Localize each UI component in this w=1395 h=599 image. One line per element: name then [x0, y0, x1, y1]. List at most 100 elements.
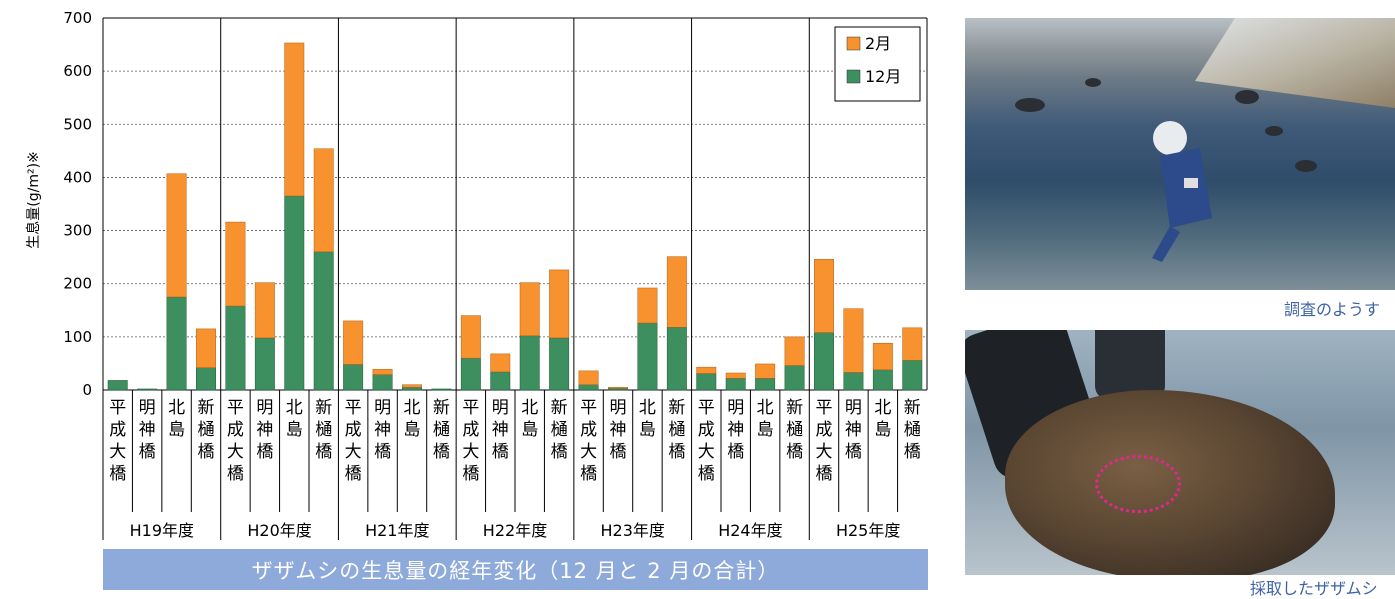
- legend-swatch: [846, 36, 861, 51]
- x-tick-label: 北島: [521, 398, 538, 440]
- bar-2月: [608, 387, 628, 389]
- bar-2月: [666, 256, 687, 328]
- bar-2月: [254, 282, 275, 339]
- highlight-circle: [1095, 455, 1181, 513]
- bar-2月: [196, 328, 216, 368]
- x-tick-label: 新樋橋: [904, 398, 921, 462]
- bar-12月: [313, 251, 334, 391]
- bar-12月: [254, 337, 275, 391]
- river-rock: [1295, 160, 1317, 172]
- x-tick-label: 新樋橋: [786, 398, 803, 462]
- bar-12月: [225, 305, 246, 391]
- y-axis-ticks: 0 100 200 300 400 500 600 700: [63, 9, 92, 399]
- bar-12月: [490, 371, 511, 391]
- x-tick-label: 北島: [757, 398, 774, 440]
- river-rock: [1235, 90, 1259, 104]
- bar-2月: [372, 369, 393, 375]
- group-label: H21年度: [365, 521, 429, 540]
- bar-12月: [637, 322, 658, 391]
- bar-12月: [843, 372, 864, 391]
- x-tick-label: 北島: [639, 398, 656, 440]
- x-tick-label: 新樋橋: [198, 398, 215, 462]
- river-rock: [1265, 126, 1283, 136]
- bar-2月: [519, 282, 540, 337]
- bar-12月: [196, 367, 216, 391]
- y-tick-label: 300: [63, 222, 92, 240]
- x-tick-label: 明神橋: [492, 398, 509, 462]
- bar-2月: [696, 366, 717, 374]
- bar-2月: [725, 372, 746, 379]
- x-tick-label: 北島: [286, 398, 303, 440]
- bar-12月: [578, 384, 599, 391]
- y-tick-label: 600: [63, 62, 92, 80]
- group-label: H25年度: [836, 521, 900, 540]
- bar-12月: [814, 332, 834, 391]
- x-tick-label: 北島: [404, 398, 421, 440]
- x-tick-label: 新樋橋: [315, 398, 332, 462]
- x-tick-label: 新樋橋: [668, 398, 685, 462]
- bar-12月: [666, 327, 687, 391]
- group-label: H20年度: [247, 521, 311, 540]
- bar-2月: [284, 42, 305, 197]
- x-axis-labels: 平成大橋明神橋北島新樋橋平成大橋明神橋北島新樋橋平成大橋明神橋北島新樋橋平成大橋…: [109, 398, 921, 540]
- x-tick-label: 平成大橋: [462, 398, 479, 484]
- x-tick-label: 新樋橋: [433, 398, 450, 462]
- bar-2月: [549, 269, 570, 339]
- bar-12月: [696, 373, 717, 391]
- group-label: H24年度: [718, 521, 782, 540]
- zazamushi-photo: [965, 330, 1395, 575]
- bars: [107, 42, 923, 391]
- bar-12月: [460, 357, 481, 391]
- bar-2月: [637, 287, 658, 324]
- bar-2月: [578, 370, 599, 385]
- group-label: H19年度: [130, 521, 194, 540]
- bar-12月: [137, 388, 158, 391]
- photo-caption-survey: 調査のようす: [1284, 300, 1381, 319]
- bar-2月: [166, 173, 187, 298]
- y-tick-label: 700: [63, 9, 92, 27]
- x-tick-label: 北島: [168, 398, 185, 440]
- chart-caption: ザザムシの生息量の経年変化（12 月と 2 月の合計）: [103, 549, 928, 590]
- x-tick-label: 平成大橋: [816, 398, 833, 484]
- group-label: H22年度: [483, 521, 547, 540]
- x-tick-label: 明神橋: [256, 398, 273, 462]
- bar-12月: [755, 378, 776, 391]
- bar-2月: [490, 353, 511, 373]
- bar-2月: [343, 320, 364, 365]
- x-tick-label: 明神橋: [845, 398, 862, 462]
- bar-2月: [755, 363, 776, 379]
- bar-12月: [107, 380, 128, 391]
- y-tick-label: 200: [63, 275, 92, 293]
- bar-2月: [313, 148, 334, 253]
- bar-2月: [814, 259, 834, 333]
- x-tick-label: 平成大橋: [345, 398, 362, 484]
- bar-12月: [872, 369, 893, 391]
- x-tick-label: 北島: [874, 398, 891, 440]
- bar-2月: [872, 342, 893, 371]
- x-tick-label: 平成大橋: [109, 398, 126, 484]
- legend-label: 2月: [865, 34, 891, 53]
- x-tick-label: 明神橋: [610, 398, 627, 462]
- x-tick-label: 新樋橋: [551, 398, 568, 462]
- river-rock: [1015, 98, 1045, 112]
- bar-12月: [372, 374, 393, 391]
- y-tick-label: 100: [63, 328, 92, 346]
- bar-2月: [225, 221, 246, 307]
- y-tick-label: 500: [63, 115, 92, 133]
- group-label: H23年度: [601, 521, 665, 540]
- legend: 2月 12月: [834, 26, 921, 102]
- riverbank: [1195, 18, 1395, 108]
- river-rock: [1085, 78, 1101, 87]
- y-tick-label: 400: [63, 168, 92, 186]
- group-separators: [131, 18, 899, 540]
- bar-12月: [402, 387, 422, 391]
- photo-caption-zazamushi: 採取したザザムシ: [1250, 579, 1378, 598]
- x-tick-label: 明神橋: [374, 398, 391, 462]
- bar-12月: [549, 337, 570, 391]
- x-tick-label: 明神橋: [727, 398, 744, 462]
- bar-2月: [460, 315, 481, 359]
- bar-2月: [902, 327, 923, 361]
- bar-2月: [843, 308, 864, 373]
- legend-label: 12月: [865, 67, 901, 86]
